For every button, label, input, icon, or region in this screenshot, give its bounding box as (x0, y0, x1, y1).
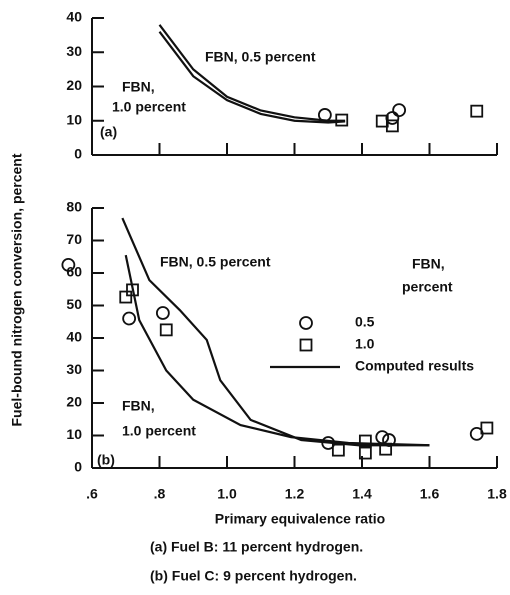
y-tick-label: 20 (66, 394, 82, 410)
x-tick-label: 1.6 (420, 486, 440, 502)
y-tick-label: 20 (66, 77, 82, 93)
curve-label: 1.0 percent (122, 423, 196, 439)
y-tick-label: 30 (66, 361, 82, 377)
circle-marker (61, 257, 76, 272)
panel-label: (b) (97, 452, 115, 468)
square-marker (126, 283, 139, 297)
square-marker (480, 421, 494, 435)
y-tick-label: 0 (74, 459, 82, 475)
x-tick-label: 1.8 (487, 486, 507, 502)
square-marker (470, 104, 484, 118)
y-tick-label: 70 (66, 231, 82, 247)
computed-curve (158, 31, 346, 124)
circle-marker (317, 108, 332, 122)
y-tick-label: 40 (66, 9, 82, 25)
y-tick-label: 40 (66, 329, 82, 345)
y-axis-label: Fuel-bound nitrogen conversion, percent (9, 153, 25, 426)
circle-marker (385, 111, 400, 125)
y-tick-label: 30 (66, 43, 82, 59)
curve-label: FBN, 0.5 percent (160, 254, 271, 270)
legend-label: Computed results (355, 358, 474, 374)
y-tick-label: 10 (66, 426, 82, 442)
y-tick-label: 0 (74, 146, 82, 162)
legend-label: 1.0 (355, 336, 375, 352)
square-marker (358, 434, 372, 448)
curve-label: FBN, (122, 398, 155, 414)
legend-marker (299, 338, 313, 352)
caption: (a) Fuel B: 11 percent hydrogen. (150, 539, 363, 555)
y-tick-label: 80 (66, 199, 82, 215)
computed-curve (158, 24, 346, 122)
square-marker (119, 290, 133, 304)
x-tick-label: 1.4 (352, 486, 372, 502)
curve-label: 1.0 percent (112, 99, 186, 115)
legend-title: percent (402, 279, 453, 295)
curve-label: FBN, (122, 79, 155, 95)
legend-title: FBN, (412, 256, 445, 272)
panel-label: (a) (100, 124, 117, 140)
computed-curve (121, 217, 430, 447)
y-tick-label: 10 (66, 111, 82, 127)
x-tick-label: 1.2 (285, 486, 305, 502)
circle-marker (392, 103, 407, 118)
square-marker (358, 446, 372, 460)
x-tick-label: .6 (86, 486, 98, 502)
square-marker (331, 443, 345, 457)
square-marker (385, 119, 399, 133)
circle-marker (321, 436, 336, 450)
y-tick-label: 50 (66, 296, 82, 312)
circle-marker (155, 306, 170, 320)
computed-curve (124, 254, 430, 447)
x-tick-label: 1.0 (217, 486, 237, 502)
circle-marker (382, 433, 396, 447)
square-marker (379, 442, 393, 456)
x-tick-label: .8 (154, 486, 166, 502)
legend-marker (299, 316, 313, 330)
x-axis-label: Primary equivalence ratio (215, 511, 385, 527)
y-tick-label: 60 (66, 264, 82, 280)
caption: (b) Fuel C: 9 percent hydrogen. (150, 568, 357, 584)
curve-label: FBN, 0.5 percent (205, 49, 316, 65)
square-marker (335, 113, 349, 127)
legend-label: 0.5 (355, 314, 375, 330)
circle-marker (122, 311, 137, 326)
square-marker (159, 323, 173, 337)
